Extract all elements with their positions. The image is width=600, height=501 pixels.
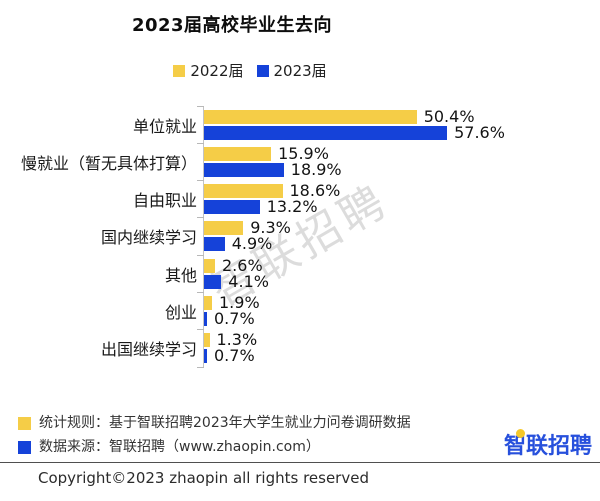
bar-2023 <box>204 349 207 364</box>
bar-line-2023: 57.6% <box>204 122 505 142</box>
zhaopin-logo-dot-icon <box>515 429 525 438</box>
legend-swatch-2023 <box>256 64 269 77</box>
bar-value-2022: 9.3% <box>250 218 291 238</box>
chart-title: 2023届高校毕业生去向 <box>131 15 333 36</box>
bar-value-2023: 4.1% <box>228 271 269 291</box>
bar-2022 <box>204 258 215 273</box>
legend-label-2022: 2022届 <box>190 62 244 80</box>
bar-2022 <box>204 221 244 236</box>
legend: 2022届 2023届 <box>0 60 500 81</box>
chart-row: 单位就业 50.4% 57.6% <box>0 105 600 143</box>
footnote-statistics-rule: 统计规则：基于智联招聘2023年大学生就业力问卷调研数据 <box>18 414 411 433</box>
bar-value-2023: 4.9% <box>231 234 273 254</box>
bar-line-2023: 0.7% <box>204 308 260 328</box>
bar-value-2022: 1.9% <box>219 292 260 312</box>
bar-2022 <box>204 109 417 124</box>
zhaopin-logo: 智联招聘 <box>504 428 592 460</box>
bar-line-2022: 15.9% <box>204 143 342 163</box>
bar-line-2022: 50.4% <box>204 106 505 126</box>
bar-group: 50.4% 57.6% <box>203 106 505 142</box>
chart-row: 创业 1.9% 0.7% <box>0 291 600 329</box>
bar-value-2022: 2.6% <box>222 255 263 275</box>
bar-line-2023: 13.2% <box>204 197 340 217</box>
category-label: 自由职业 <box>132 191 197 211</box>
bar-line-2023: 4.9% <box>204 234 291 254</box>
bar-value-2022: 50.4% <box>423 106 475 126</box>
legend-item-2022: 2022届 <box>173 60 244 81</box>
chart-rows: 单位就业 50.4% 57.6% 慢就业（暂无具体打算） 15.9% 18.9% <box>0 105 600 367</box>
bar-value-2022: 1.3% <box>216 330 258 350</box>
bar-2022 <box>204 295 212 310</box>
category-label: 单位就业 <box>132 116 197 136</box>
footnote-swatch-yellow <box>18 417 31 430</box>
bar-line-2023: 4.1% <box>204 271 269 291</box>
chart-row: 其他 2.6% 4.1% <box>0 254 600 292</box>
footer-divider <box>0 462 600 463</box>
bar-line-2022: 9.3% <box>204 218 291 238</box>
bar-group: 1.9% 0.7% <box>203 292 260 328</box>
bar-line-2022: 2.6% <box>204 255 269 275</box>
bar-value-2023: 57.6% <box>454 122 505 142</box>
bar-value-2023: 0.7% <box>214 346 255 366</box>
chart-row: 国内继续学习 9.3% 4.9% <box>0 217 600 255</box>
category-label: 国内继续学习 <box>100 228 197 248</box>
bar-2023 <box>204 200 260 215</box>
bar-value-2022: 15.9% <box>278 143 329 163</box>
chart-row: 出国继续学习 1.3% 0.7% <box>0 329 600 367</box>
category-label: 创业 <box>164 302 197 322</box>
footnote-text-data-source: 数据来源：智联招聘（www.zhaopin.com） <box>39 439 320 455</box>
bar-2022 <box>204 184 283 199</box>
footnote-data-source: 数据来源：智联招聘（www.zhaopin.com） <box>18 438 411 457</box>
axis-line <box>203 106 204 367</box>
bar-group: 1.3% 0.7% <box>203 330 258 366</box>
bar-line-2023: 18.9% <box>204 159 342 179</box>
bar-line-2023: 0.7% <box>204 346 257 366</box>
category-label: 出国继续学习 <box>100 340 197 360</box>
bar-value-2023: 13.2% <box>266 197 318 217</box>
bar-chart: 单位就业 50.4% 57.6% 慢就业（暂无具体打算） 15.9% 18.9% <box>0 105 600 368</box>
copyright-text: Copyright©2023 zhaopin all rights reserv… <box>38 469 369 487</box>
bar-group: 9.3% 4.9% <box>203 218 291 254</box>
zhaopin-logo-text: 智联招聘 <box>503 434 592 459</box>
legend-item-2023: 2023届 <box>256 60 327 81</box>
bar-value-2023: 18.9% <box>290 159 342 179</box>
bar-2022 <box>204 333 210 348</box>
bar-2023 <box>204 125 448 140</box>
bar-line-2022: 1.3% <box>204 330 258 350</box>
footnote-swatch-blue <box>18 441 31 454</box>
category-label: 慢就业（暂无具体打算） <box>20 153 197 173</box>
bar-2022 <box>204 146 272 161</box>
bar-line-2022: 1.9% <box>204 292 260 312</box>
legend-label-2023: 2023届 <box>273 62 327 80</box>
bar-2023 <box>204 311 207 326</box>
bar-value-2023: 0.7% <box>214 308 255 328</box>
category-label: 其他 <box>164 265 197 285</box>
chart-row: 慢就业（暂无具体打算） 15.9% 18.9% <box>0 142 600 180</box>
bar-group: 15.9% 18.9% <box>203 143 342 179</box>
bar-2023 <box>204 162 284 177</box>
bar-group: 18.6% 13.2% <box>203 181 341 217</box>
bar-line-2022: 18.6% <box>204 181 341 201</box>
bar-2023 <box>204 237 225 252</box>
bar-2023 <box>204 274 222 289</box>
footnotes: 统计规则：基于智联招聘2023年大学生就业力问卷调研数据 数据来源：智联招聘（w… <box>18 414 411 462</box>
chart-row: 自由职业 18.6% 13.2% <box>0 180 600 218</box>
bar-group: 2.6% 4.1% <box>203 255 269 291</box>
legend-swatch-2022 <box>173 64 186 77</box>
bar-value-2022: 18.6% <box>289 181 341 201</box>
footnote-text-statistics-rule: 统计规则：基于智联招聘2023年大学生就业力问卷调研数据 <box>39 415 411 431</box>
